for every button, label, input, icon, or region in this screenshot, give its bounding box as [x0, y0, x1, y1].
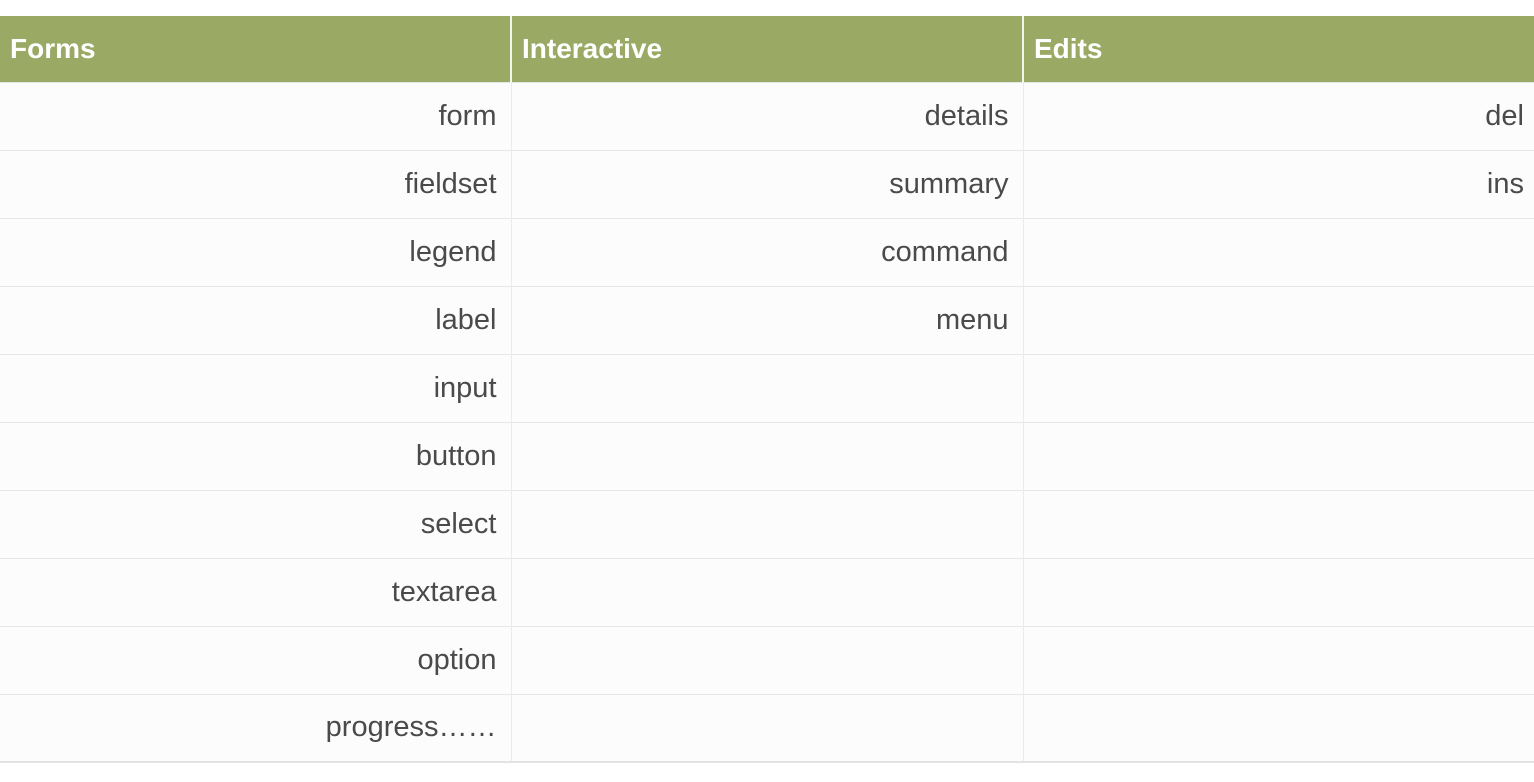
cell-interactive: summary	[510, 149, 1023, 218]
header-forms: Forms	[0, 16, 511, 82]
cell-forms: option	[0, 625, 511, 694]
cell-edits	[1022, 285, 1534, 354]
cell-edits	[1022, 353, 1534, 422]
cell-forms: textarea	[0, 557, 511, 626]
table-row: legend command	[0, 217, 1534, 286]
cell-forms: label	[0, 285, 511, 354]
cell-edits	[1022, 489, 1534, 558]
cell-interactive: details	[510, 81, 1023, 150]
cell-forms: input	[0, 353, 511, 422]
table-row: input	[0, 353, 1534, 422]
cell-edits	[1022, 421, 1534, 490]
cell-interactive: menu	[510, 285, 1023, 354]
header-row: Forms Interactive Edits	[0, 16, 1534, 82]
html-elements-table: Forms Interactive Edits form details del…	[0, 16, 1534, 763]
cell-edits: ins	[1022, 149, 1534, 218]
table-row: progress……	[0, 693, 1534, 763]
cell-forms: button	[0, 421, 511, 490]
table-row: textarea	[0, 557, 1534, 626]
table-row: option	[0, 625, 1534, 694]
table-row: fieldset summary ins	[0, 149, 1534, 218]
cell-interactive: command	[510, 217, 1023, 286]
cell-edits: del	[1022, 81, 1534, 150]
cell-interactive	[510, 557, 1023, 626]
table-row: select	[0, 489, 1534, 558]
table-header: Forms Interactive Edits	[0, 16, 1534, 82]
cell-forms: form	[0, 81, 511, 150]
cell-forms: progress……	[0, 693, 511, 763]
cell-forms: select	[0, 489, 511, 558]
cell-forms: legend	[0, 217, 511, 286]
cell-edits	[1022, 557, 1534, 626]
cell-interactive	[510, 353, 1023, 422]
cell-interactive	[510, 625, 1023, 694]
cell-forms: fieldset	[0, 149, 511, 218]
cell-edits	[1022, 625, 1534, 694]
table-row: button	[0, 421, 1534, 490]
header-interactive: Interactive	[510, 16, 1023, 82]
table-row: label menu	[0, 285, 1534, 354]
header-edits: Edits	[1022, 16, 1534, 82]
cell-edits	[1022, 217, 1534, 286]
cell-interactive	[510, 421, 1023, 490]
table-row: form details del	[0, 81, 1534, 150]
cell-interactive	[510, 693, 1023, 763]
cell-interactive	[510, 489, 1023, 558]
cell-edits	[1022, 693, 1534, 763]
table-body: form details del fieldset summary ins le…	[0, 81, 1534, 763]
